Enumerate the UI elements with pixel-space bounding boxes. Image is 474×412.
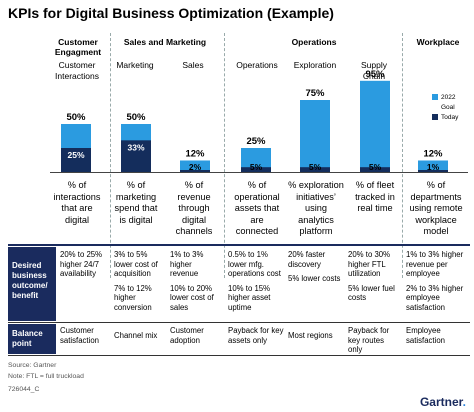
balance-cell: Payback for key assets only (228, 326, 284, 345)
today-bar (360, 167, 390, 172)
footer-source: Source: Gartner (8, 362, 57, 369)
goal-bar (418, 160, 448, 172)
kpi-description: % of interactions that are digital (53, 180, 101, 225)
today-value-label: 5% (309, 162, 322, 172)
goal-value-label: 12% (423, 148, 443, 159)
outcome-item: 20% to 25% higher 24/7 availability (60, 250, 103, 278)
balance-cell: Payback for key routes only (348, 326, 390, 354)
goal-bar (180, 160, 210, 172)
today-value-label: 1% (427, 162, 440, 172)
outcome-item: 7% to 12% higher conversion (114, 283, 152, 312)
goal-value-label: 75% (305, 88, 325, 99)
legend-goal: Goal (432, 103, 458, 113)
outcome-item: 2% to 3% higher employee satisfaction (406, 283, 464, 312)
outcome-item: 5% lower costs (288, 274, 341, 283)
brand-name: Gartner (419, 395, 463, 409)
today-bar (121, 140, 151, 172)
kpi-description: % of operational assets that are connect… (234, 180, 280, 236)
today-value-label: 5% (250, 162, 263, 172)
outcome-item: 1% to 3% higher revenue (170, 250, 204, 278)
group-sales-marketing: Sales and Marketing (123, 37, 207, 47)
outcome-cell: 20% to 25% higher 24/7 availability (60, 250, 108, 284)
outcome-item: 10% to 20% lower cost of sales (170, 283, 214, 312)
today-value-label: 2% (189, 162, 202, 172)
outcome-cell: 1% to 3% higher revenue per employee 2% … (406, 250, 470, 317)
page-title: KPIs for Digital Business Optimization (… (8, 5, 334, 21)
group-workplace: Workplace (416, 37, 460, 47)
goal-value-label: 25% (246, 136, 266, 147)
table-bottom-rule (8, 355, 470, 356)
category-label: Sales (182, 60, 204, 70)
outcome-item: 20% faster discovery (288, 250, 326, 269)
kpi-description: % of fleet tracked in real time (355, 180, 395, 213)
footer-note: Note: FTL = full truckload (8, 373, 84, 380)
goal-value-label: 50% (66, 112, 86, 123)
legend-goal-swatch (432, 94, 438, 100)
kpi-description: % of departments using remote workplace … (409, 180, 463, 236)
footer-id: 726044_C (8, 386, 40, 393)
today-bar (418, 170, 448, 172)
today-bar (241, 167, 271, 172)
outcome-cell: 20% faster discovery 5% lower costs (288, 250, 344, 289)
today-value-label: 25% (67, 150, 84, 160)
outcome-item: 5% lower fuel costs (348, 283, 395, 303)
today-value-label: 33% (127, 142, 144, 152)
balance-cell: Customer adoption (170, 326, 204, 345)
legend: 2022 Goal Today (432, 93, 458, 123)
group-divider (402, 33, 403, 278)
outcome-item: 10% to 15% higher asset uptime (228, 283, 271, 312)
outcome-item: 0.5% to 1% lower mfg. operations cost (228, 250, 281, 278)
today-bar (300, 167, 330, 172)
legend-goal-year: 2022 (432, 93, 458, 103)
gartner-logo: Gartner. (419, 395, 466, 409)
outcome-item: 3% to 5% lower cost of acquisition (114, 250, 158, 278)
row-header-outcome: Desired business outcome/ benefit (8, 247, 56, 321)
goal-value-label: 95% (365, 69, 385, 80)
balance-cell: Customer satisfaction (60, 326, 100, 345)
group-operations: Operations (291, 37, 337, 47)
today-value-label: 5% (369, 162, 382, 172)
group-divider (110, 33, 111, 278)
table-top-rule (8, 244, 470, 246)
kpi-description: % of marketing spend that is digital (114, 180, 158, 225)
legend-today-swatch (432, 114, 438, 120)
outcome-item: 1% to 3% higher revenue per employee (406, 250, 464, 278)
goal-bar (360, 80, 390, 172)
group-customer-engagement: Customer Engagment (54, 37, 102, 57)
legend-goal-year-label: 2022 (441, 94, 456, 101)
outcome-item: 20% to 30% higher FTL utilization (348, 250, 391, 278)
balance-cell: Most regions (288, 331, 333, 340)
outcome-cell: 1% to 3% higher revenue 10% to 20% lower… (170, 250, 222, 317)
legend-today: Today (432, 113, 458, 123)
category-label: Operations (236, 60, 278, 70)
outcome-cell: 3% to 5% lower cost of acquisition 7% to… (114, 250, 168, 317)
balance-cell: Channel mix (114, 331, 158, 340)
goal-value-label: 12% (185, 148, 205, 159)
category-label: Customer Interactions (55, 60, 99, 81)
outcome-cell: 0.5% to 1% lower mfg. operations cost 10… (228, 250, 284, 317)
category-label: Supply Chain (361, 60, 387, 81)
kpi-description: % exploration initiatives’ using analyti… (288, 180, 344, 236)
goal-value-label: 50% (126, 112, 146, 123)
today-bar (61, 148, 91, 172)
goal-bar (300, 100, 330, 172)
category-label: Marketing (116, 60, 154, 70)
today-bar (180, 170, 210, 172)
table-mid-rule (8, 322, 470, 323)
balance-cell: Employee satisfaction (406, 326, 446, 345)
category-label: Exploration (293, 60, 337, 70)
legend-today-label: Today (441, 114, 459, 121)
group-divider (224, 33, 225, 278)
legend-goal-label: Goal (441, 104, 455, 111)
kpi-description: % of revenue through digital channels (175, 180, 213, 236)
row-header-balance: Balance point (8, 324, 56, 354)
outcome-cell: 20% to 30% higher FTL utilization 5% low… (348, 250, 400, 308)
